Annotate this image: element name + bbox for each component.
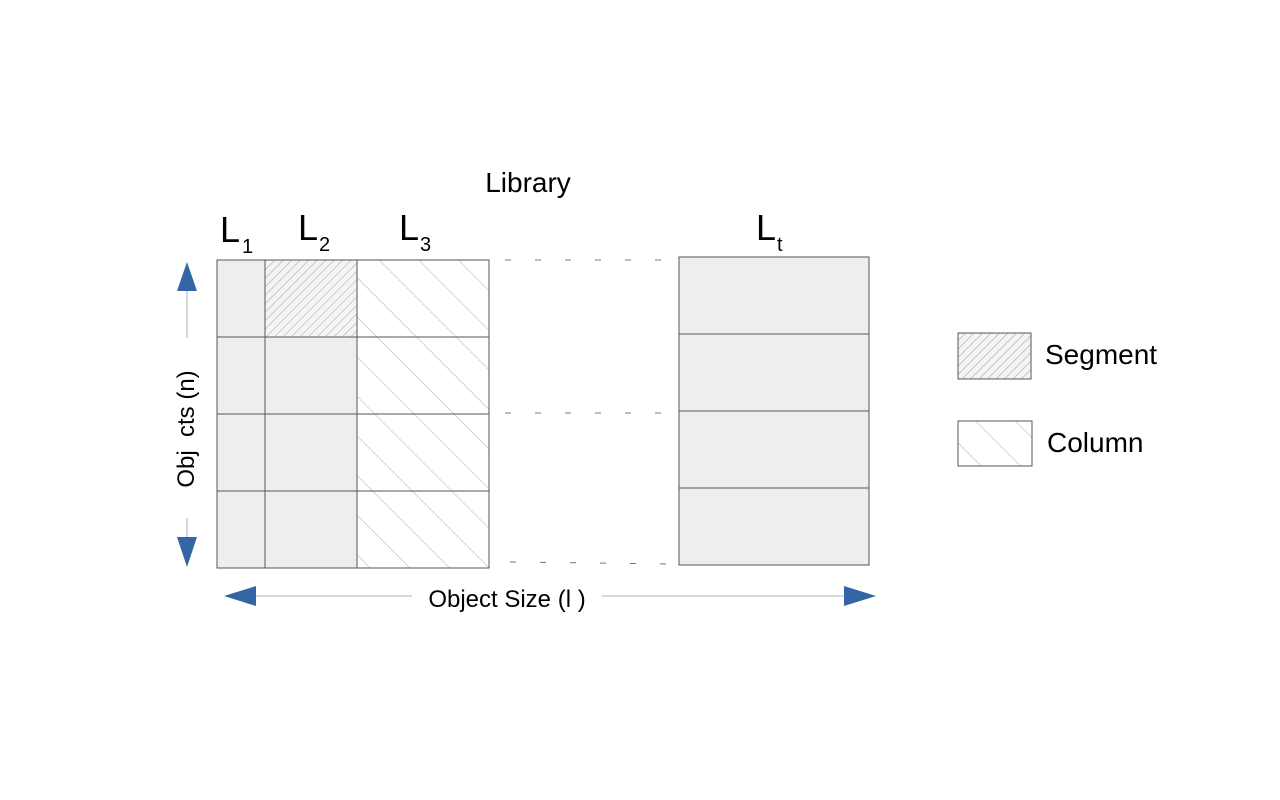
column-letter: L [756,207,776,248]
grid-cell [356,490,490,569]
dashed-connector-bottom [509,561,676,565]
grid-cell [678,410,870,489]
column-subscript: 1 [242,236,253,258]
legend-segment-swatch [957,332,1032,380]
grid-cell [216,490,266,569]
x-axis-label: Object Size (l ) [428,586,585,613]
column-subscript: t [777,234,783,256]
legend-column-label: Column [1047,427,1143,458]
column-subscript: 2 [319,234,330,256]
legend-column-swatch [957,420,1033,467]
grid-cell [678,333,870,412]
grid-cell [216,413,266,492]
column-header-l3: L 3 [399,207,431,256]
column-letter: L [220,209,240,250]
grid-cell [264,336,358,415]
segment-cell-hatch [264,259,358,338]
arrow-left-icon [224,586,256,606]
x-axis-label-backdrop [412,583,602,613]
arrow-up-icon [177,262,197,291]
column-letter: L [399,207,419,248]
arrow-down-icon [177,537,197,567]
grid-cell [678,256,870,335]
legend: Segment Column [957,332,1157,467]
column-l3-cells [356,259,490,569]
y-axis-arrow [177,262,197,567]
diagram-title: Library [485,167,571,198]
column-header-lt: L t [756,207,783,256]
y-axis-label: Obj cts (n) [173,370,200,487]
legend-segment-label: Segment [1045,339,1157,370]
column-subscript: 3 [420,234,431,256]
column-header-l1: L 1 [220,209,253,258]
column-header-l2: L 2 [298,207,330,256]
column-lt-cells [678,256,870,566]
grid-cell [216,259,266,338]
dashed-connectors [505,259,676,565]
arrow-right-icon [844,586,876,606]
grid-cell [216,336,266,415]
column-letter: L [298,207,318,248]
grid-cell [264,413,358,492]
column-l2-cells [264,259,358,569]
column-l1-cells [216,259,266,569]
grid-cell [678,487,870,566]
grid-cell [264,490,358,569]
